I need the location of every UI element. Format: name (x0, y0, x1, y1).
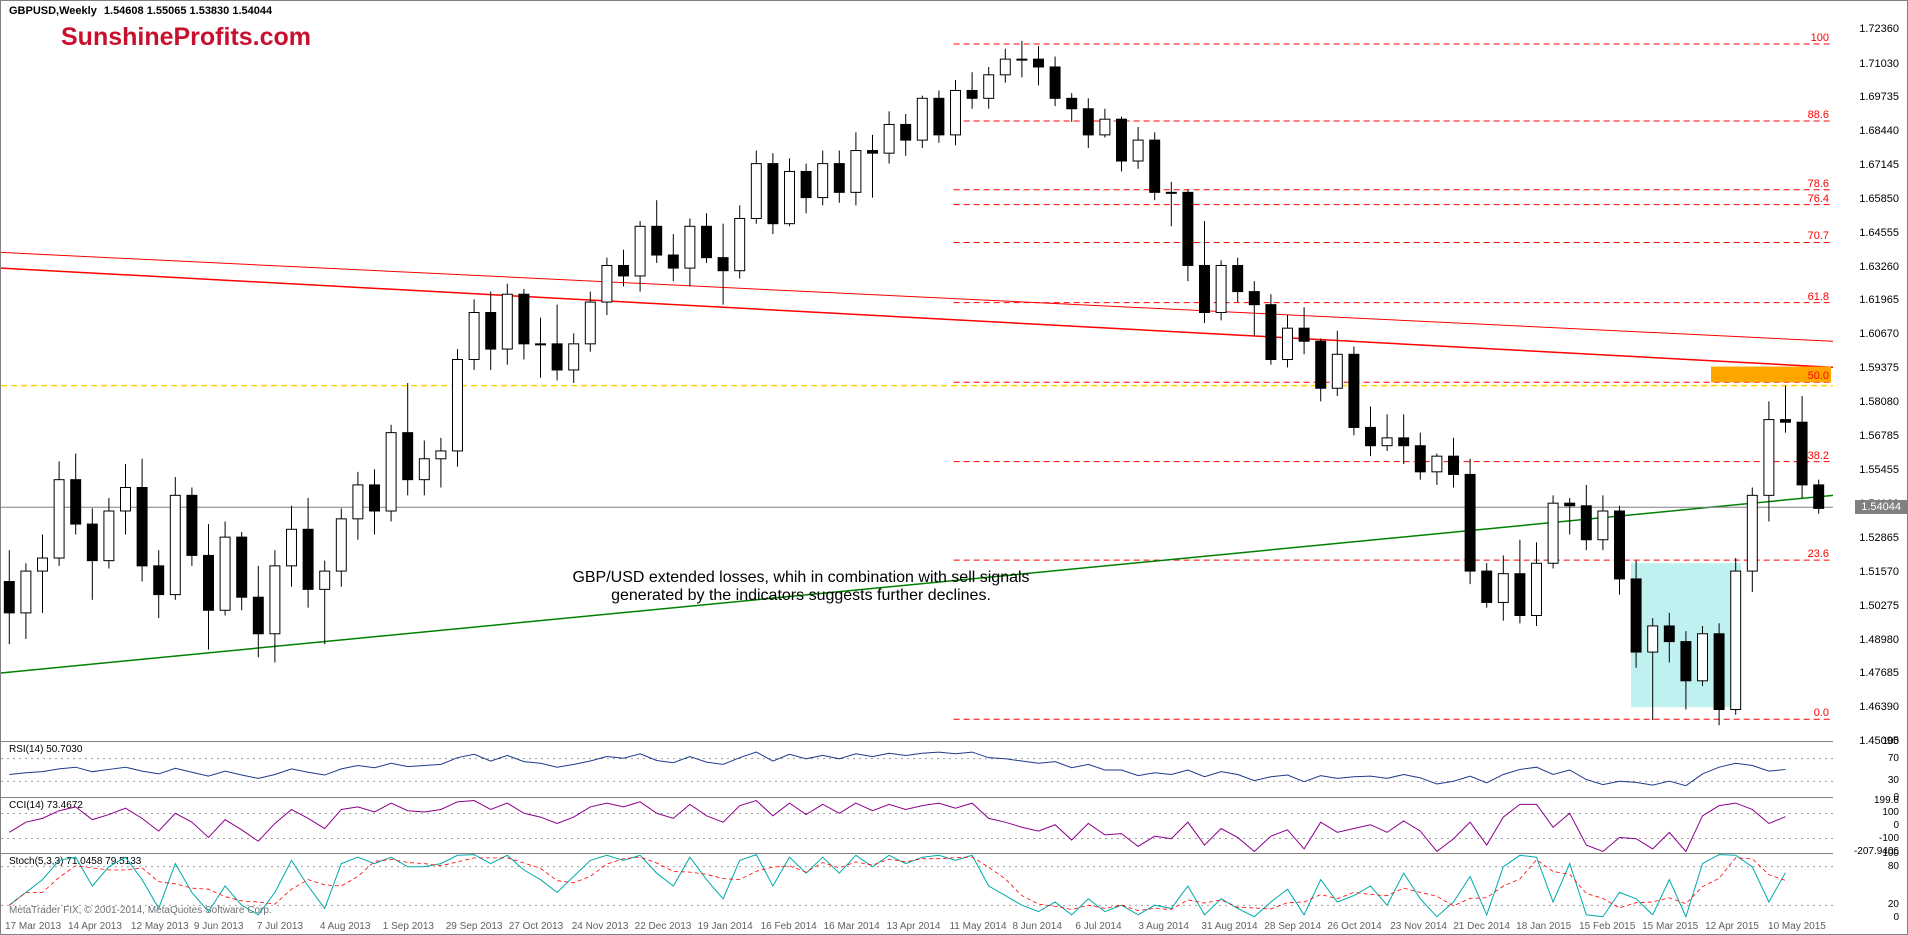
rsi-panel[interactable]: RSI(14) 50.7030 (1, 741, 1833, 797)
annotation-text: GBP/USD extended losses, whih in combina… (451, 569, 1151, 605)
chart-container: GBPUSD,Weekly 1.54608 1.55065 1.53830 1.… (0, 0, 1908, 935)
stoch-yaxis: 10080200 (1831, 853, 1907, 917)
chart-header: GBPUSD,Weekly 1.54608 1.55065 1.53830 1.… (9, 5, 272, 17)
symbol-label: GBPUSD,Weekly (9, 5, 97, 17)
price-y-axis: 1.450951.463901.476851.489801.502751.515… (1831, 21, 1907, 741)
main-price-chart[interactable] (1, 21, 1833, 741)
date-x-axis: 17 Mar 201314 Apr 201312 May 20139 Jun 2… (1, 918, 1833, 934)
current-price-box: 1.54044 (1855, 500, 1907, 514)
ohlc-label: 1.54608 1.55065 1.53830 1.54044 (104, 5, 272, 17)
copyright: MetaTrader FIX, © 2001-2014, MetaQuotes … (9, 905, 272, 916)
cci-panel[interactable]: CCI(14) 73.4672 (1, 797, 1833, 853)
rsi-yaxis: 10070300 (1831, 741, 1907, 797)
stoch-panel[interactable]: Stoch(5,3,3) 71.0458 79.5133 (1, 853, 1833, 917)
cci-yaxis: 199.61000-100-207.9406 (1831, 797, 1907, 853)
